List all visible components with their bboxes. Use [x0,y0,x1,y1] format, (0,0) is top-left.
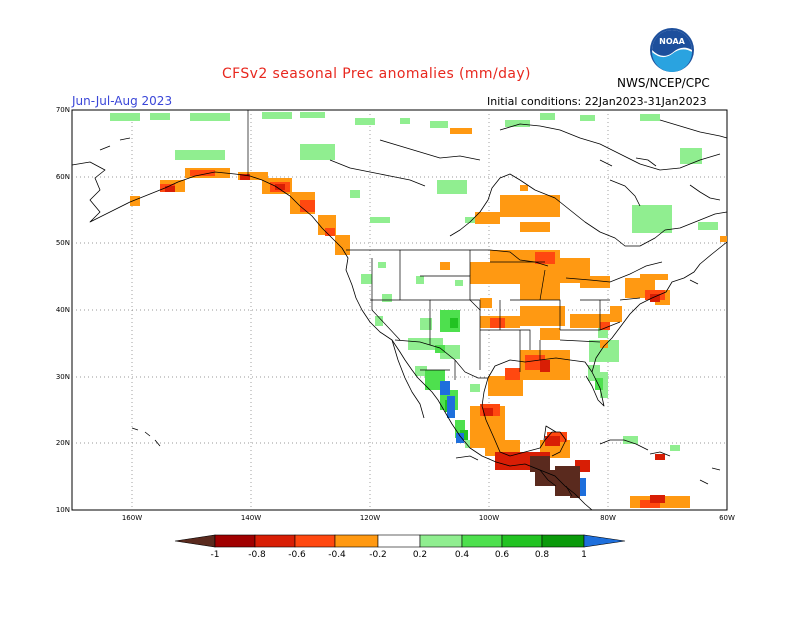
lat-label-40n: 40N [56,306,70,314]
coastlines [71,119,728,511]
colorbar-swatch-9 [541,534,585,548]
lon-label-80w: 80W [600,514,616,522]
colorbar-swatch-8 [501,534,543,548]
lon-label-160w: 160W [122,514,142,522]
colorbar-label: -0.8 [248,550,266,560]
agency-label: NWS/NCEP/CPC [617,76,710,90]
lat-label-50n: 50N [56,239,70,247]
islands [99,137,721,485]
colorbar-swatch-7 [461,534,503,548]
colorbar-label: -0.2 [369,550,387,560]
lon-label-140w: 140W [241,514,261,522]
colorbar-swatch-2 [254,534,296,548]
colorbar-label: 0.8 [535,550,550,560]
gridlines [72,110,727,510]
colorbar-swatch-neutral [377,534,421,548]
colorbar-label: 1 [581,550,587,560]
logo-text: NOAA [659,37,685,46]
lon-label-100w: 100W [479,514,499,522]
lat-label-30n: 30N [56,373,70,381]
anomaly-cells [110,112,727,508]
initial-conditions-label: Initial conditions: 22Jan2023-31Jan2023 [487,95,707,108]
lon-label-120w: 120W [360,514,380,522]
colorbar-swatch-3 [294,534,336,548]
colorbar-swatch-6 [419,534,463,548]
colorbar-label: -1 [211,550,220,560]
noaa-logo: NOAA [650,28,694,72]
latitude-labels: 70N 60N 50N 40N 30N 20N 10N [56,106,70,514]
colorbar-swatch-extreme-wet [583,534,626,548]
colorbar-swatch-1 [214,534,256,548]
colorbar-swatch-extreme-dry [174,534,216,548]
colorbar-label: 0.6 [495,550,510,560]
lat-label-70n: 70N [56,106,70,114]
longitude-labels: 160W 140W 120W 100W 80W 60W [122,514,735,522]
map-title: CFSv2 seasonal Prec anomalies (mm/day) [222,66,531,82]
lat-label-10n: 10N [56,506,70,514]
colorbar-labels: -1 -0.8 -0.6 -0.4 -0.2 0.2 0.4 0.6 0.8 1 [211,550,587,560]
colorbar-label: -0.6 [288,550,306,560]
lat-label-20n: 20N [56,439,70,447]
lat-label-60n: 60N [56,173,70,181]
lon-label-60w: 60W [719,514,735,522]
colorbar-label: 0.2 [413,550,427,560]
season-label: Jun-Jul-Aug 2023 [72,94,173,108]
colorbar-label: 0.4 [455,550,470,560]
political-borders [247,110,663,497]
colorbar-swatch-4 [334,534,379,548]
colorbar-label: -0.4 [328,550,346,560]
colorbar [174,534,626,548]
